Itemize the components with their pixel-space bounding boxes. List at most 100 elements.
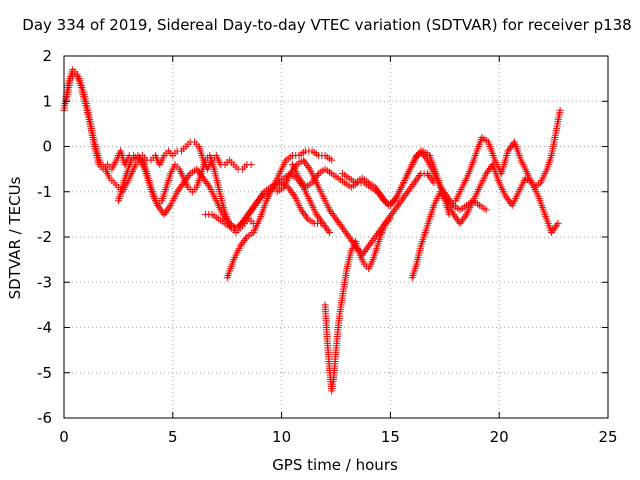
data-point-marker [388, 209, 396, 217]
data-point-marker [163, 207, 171, 215]
data-point-marker [451, 212, 459, 220]
data-point-marker [450, 210, 458, 218]
data-point-marker [195, 169, 203, 177]
data-point-marker [199, 174, 207, 182]
data-point-marker [345, 233, 353, 241]
data-point-marker [308, 179, 316, 187]
data-point-marker [184, 173, 192, 181]
y-tick-label: -3 [37, 273, 52, 291]
data-point-marker [508, 142, 516, 150]
data-point-marker [339, 224, 347, 232]
data-point-marker [391, 206, 399, 214]
data-point-marker [341, 228, 349, 236]
data-point-marker [255, 195, 263, 203]
data-point-marker [483, 168, 491, 176]
data-point-marker [238, 240, 246, 248]
data-point-marker [337, 222, 345, 230]
data-point-marker [333, 217, 341, 225]
data-point-marker [556, 106, 564, 114]
series-satellite-track-11 [339, 147, 490, 214]
data-point-marker [160, 210, 168, 218]
data-point-marker [366, 240, 374, 248]
data-point-marker [181, 177, 189, 185]
data-point-marker [332, 215, 340, 223]
y-tick-label: -2 [37, 228, 52, 246]
y-tick-labels: -6 -5 -4 -3 -2 -1 0 1 2 [37, 47, 52, 427]
data-point-marker [220, 212, 228, 220]
x-tick-label: 15 [381, 428, 400, 446]
data-point-marker [301, 211, 309, 219]
y-tick-label: 1 [42, 92, 52, 110]
x-tick-label: 5 [168, 428, 178, 446]
data-point-marker [486, 164, 494, 172]
data-point-marker [447, 198, 455, 206]
data-markers [60, 66, 564, 395]
data-point-marker [442, 190, 450, 198]
data-point-marker [452, 214, 460, 222]
x-tick-label: 20 [490, 428, 509, 446]
data-point-marker [327, 208, 335, 216]
data-point-marker [443, 192, 451, 200]
data-point-marker [245, 209, 253, 217]
data-point-marker [311, 175, 319, 183]
data-point-marker [300, 209, 308, 217]
data-point-marker [154, 201, 162, 209]
data-point-marker [325, 206, 333, 214]
data-point-marker [460, 214, 468, 222]
data-point-marker [386, 213, 394, 221]
data-point-marker [410, 179, 418, 187]
data-point-marker [505, 145, 513, 153]
data-point-marker [324, 227, 332, 235]
data-point-marker [134, 152, 142, 160]
data-point-marker [309, 177, 317, 185]
data-point-marker [239, 217, 247, 225]
y-tick-label: 0 [42, 138, 52, 156]
data-point-marker [554, 219, 562, 227]
data-point-marker [436, 183, 444, 191]
data-point-marker [386, 215, 394, 223]
y-tick-label: -4 [37, 319, 52, 337]
data-point-marker [507, 143, 515, 151]
series-satellite-track-5 [223, 147, 336, 282]
data-point-marker [303, 162, 311, 170]
data-point-marker [399, 195, 407, 203]
data-point-marker [312, 173, 320, 181]
data-point-marker [241, 215, 249, 223]
x-tick-labels: 0 5 10 15 20 25 [59, 428, 617, 446]
data-point-marker [438, 185, 446, 193]
data-point-marker [251, 200, 259, 208]
data-point-marker [299, 156, 307, 164]
data-point-marker [177, 182, 185, 190]
data-point-marker [418, 149, 426, 157]
y-tick-label: -6 [37, 409, 52, 427]
data-point-marker [259, 190, 267, 198]
data-point-marker [258, 191, 266, 199]
data-point-marker [380, 196, 388, 204]
data-point-marker [288, 189, 296, 197]
series-satellite-track-8 [321, 215, 394, 395]
data-point-marker [301, 158, 309, 166]
data-point-marker [314, 212, 322, 220]
data-point-marker [248, 204, 256, 212]
data-point-marker [456, 219, 464, 227]
data-point-marker [204, 181, 212, 189]
data-point-marker [419, 151, 427, 159]
data-point-marker [176, 184, 184, 192]
data-point-marker [550, 225, 558, 233]
data-point-marker [289, 190, 297, 198]
data-point-marker [408, 182, 416, 190]
data-point-marker [396, 199, 404, 207]
data-point-marker [421, 152, 429, 160]
series-satellite-track-3 [114, 152, 325, 232]
data-point-marker [305, 163, 313, 171]
data-point-marker [235, 222, 243, 230]
data-point-marker [409, 181, 417, 189]
data-point-marker [198, 172, 206, 180]
data-point-marker [372, 185, 380, 193]
data-point-marker [393, 202, 401, 210]
data-point-marker [174, 186, 182, 194]
data-point-marker [365, 242, 373, 250]
data-point-marker [243, 211, 251, 219]
data-point-marker [400, 193, 408, 201]
